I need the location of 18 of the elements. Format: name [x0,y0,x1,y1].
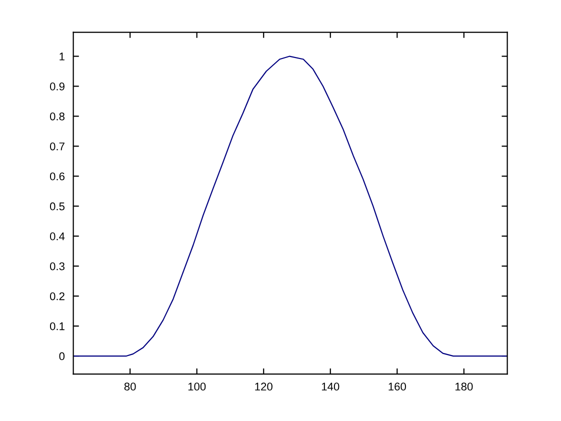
y-tick-label: 0.1 [50,322,64,330]
y-tick-label: 0 [59,352,65,360]
line-series [73,56,508,357]
x-tick-label: 140 [322,382,340,391]
y-tick-label: 0.9 [50,82,64,90]
x-tick-label: 100 [188,382,206,391]
x-tick-label: 80 [124,382,136,391]
x-tick-label: 160 [388,382,406,391]
x-tick-label: 180 [455,382,473,391]
y-tick-label: 0.4 [50,232,65,240]
y-tick-label: 0.8 [50,112,65,120]
y-tick-label: 0.2 [50,292,64,300]
y-tick-label: 1 [60,52,64,60]
y-tick-label: 0.5 [50,202,65,210]
y-tick-label: 0.3 [50,262,64,270]
x-tick-label: 120 [255,382,272,391]
y-tick-label: 0.7 [50,142,64,150]
y-tick-label: 0.6 [50,172,64,180]
